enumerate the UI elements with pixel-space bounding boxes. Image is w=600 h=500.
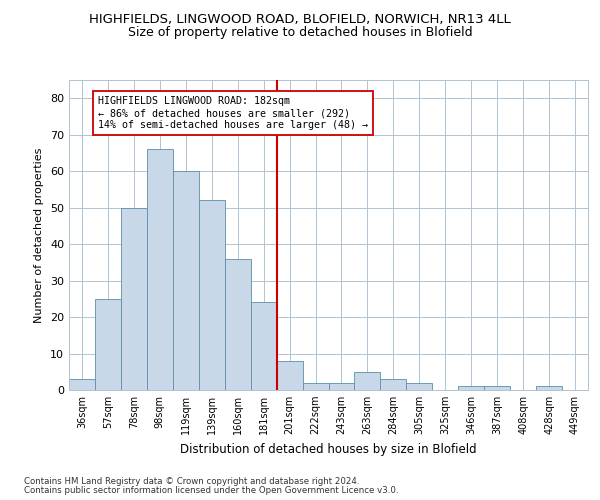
Bar (536, 386, 562, 390)
Bar (380, 379, 406, 390)
Bar (484, 386, 510, 390)
Text: HIGHFIELDS, LINGWOOD ROAD, BLOFIELD, NORWICH, NR13 4LL: HIGHFIELDS, LINGWOOD ROAD, BLOFIELD, NOR… (89, 12, 511, 26)
Text: Distribution of detached houses by size in Blofield: Distribution of detached houses by size … (181, 442, 477, 456)
Text: HIGHFIELDS LINGWOOD ROAD: 182sqm
← 86% of detached houses are smaller (292)
14% : HIGHFIELDS LINGWOOD ROAD: 182sqm ← 86% o… (98, 96, 368, 130)
Bar (147, 150, 173, 390)
Bar (458, 386, 484, 390)
Bar (225, 258, 251, 390)
Bar (69, 379, 95, 390)
Y-axis label: Number of detached properties: Number of detached properties (34, 148, 44, 322)
Bar (277, 361, 302, 390)
Bar (302, 382, 329, 390)
Text: Contains HM Land Registry data © Crown copyright and database right 2024.: Contains HM Land Registry data © Crown c… (24, 478, 359, 486)
Bar (121, 208, 147, 390)
Bar (406, 382, 432, 390)
Bar (329, 382, 355, 390)
Text: Contains public sector information licensed under the Open Government Licence v3: Contains public sector information licen… (24, 486, 398, 495)
Bar (199, 200, 224, 390)
Text: Size of property relative to detached houses in Blofield: Size of property relative to detached ho… (128, 26, 472, 39)
Bar (95, 299, 121, 390)
Bar (355, 372, 380, 390)
Bar (173, 171, 199, 390)
Bar (251, 302, 277, 390)
